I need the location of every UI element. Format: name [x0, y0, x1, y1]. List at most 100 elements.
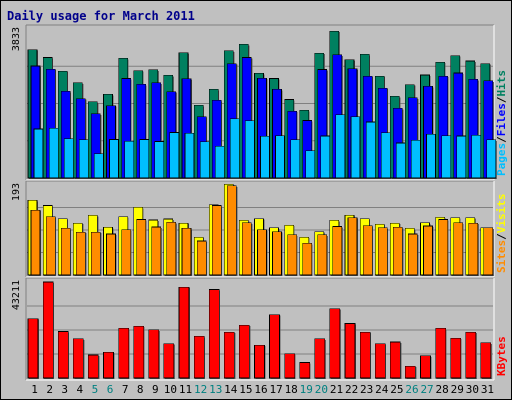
day-label-9: 9 [152, 383, 159, 396]
legend-kbytes: KBytes [495, 336, 508, 376]
bar-sites-day-18 [287, 234, 297, 276]
day-label-23: 23 [360, 383, 373, 396]
panel-kbytes [25, 277, 495, 381]
bar-pages-day-28 [441, 135, 451, 179]
day-label-28: 28 [436, 383, 449, 396]
bar-sites-day-26 [408, 233, 418, 276]
bar-kbytes-day-13 [208, 289, 220, 379]
bar-sites-day-20 [317, 234, 328, 276]
bar-kbytes-day-23 [359, 331, 371, 379]
day-label-4: 4 [77, 383, 84, 396]
bar-kbytes-day-29 [450, 337, 462, 379]
legend-hits-files-pages: Pages/Files/Hits [495, 70, 508, 176]
bar-sites-day-13 [211, 205, 222, 276]
bar-pages-day-1 [33, 128, 44, 179]
bar-pages-day-22 [350, 116, 361, 179]
bar-pages-day-5 [94, 153, 104, 179]
bar-pages-day-15 [245, 120, 255, 179]
bar-sites-day-21 [332, 226, 343, 276]
bar-sites-day-8 [136, 219, 146, 276]
bar-sites-day-1 [30, 209, 41, 276]
day-label-29: 29 [451, 383, 464, 396]
bar-sites-day-3 [60, 228, 71, 276]
bar-kbytes-day-26 [405, 365, 416, 379]
bar-kbytes-day-20 [314, 338, 326, 379]
legend-label: KBytes [495, 336, 508, 376]
day-label-3: 3 [61, 383, 68, 396]
bar-pages-day-23 [365, 121, 376, 179]
day-label-2: 2 [46, 383, 53, 396]
bar-sites-day-29 [453, 222, 464, 276]
day-label-5: 5 [92, 383, 99, 396]
day-label-21: 21 [330, 383, 343, 396]
day-label-22: 22 [345, 383, 358, 396]
day-label-24: 24 [375, 383, 389, 396]
day-label-14: 14 [224, 383, 238, 396]
bar-pages-day-27 [426, 133, 436, 179]
bar-pages-day-13 [214, 145, 225, 179]
bar-kbytes-day-4 [72, 338, 84, 379]
bar-kbytes-day-31 [480, 342, 492, 379]
bar-sites-day-25 [393, 227, 403, 276]
bar-sites-day-22 [347, 217, 358, 276]
bar-sites-day-24 [377, 227, 388, 276]
bar-kbytes-day-25 [390, 341, 401, 379]
bar-pages-day-29 [456, 135, 467, 179]
bar-sites-day-11 [181, 228, 192, 276]
bar-kbytes-day-19 [299, 362, 311, 379]
bar-kbytes-day-17 [269, 314, 280, 379]
legend-visits-sites: Sites/Visits [495, 194, 508, 274]
day-label-16: 16 [254, 383, 267, 396]
bar-pages-day-2 [48, 127, 59, 179]
day-label-30: 30 [466, 383, 479, 396]
day-label-6: 6 [107, 383, 114, 396]
bar-sites-day-19 [302, 242, 313, 276]
day-label-25: 25 [390, 383, 403, 396]
legend-label: / [495, 136, 508, 143]
chart-title: Daily usage for March 2011 [7, 9, 195, 23]
legend-label: Files [495, 103, 508, 136]
panel-visits-sites [25, 180, 495, 278]
bar-kbytes-day-16 [254, 344, 265, 379]
bar-kbytes-day-14 [223, 331, 235, 379]
bar-sites-day-7 [121, 229, 131, 276]
bar-kbytes-day-8 [133, 325, 144, 379]
bar-pages-day-16 [260, 136, 270, 179]
bar-sites-day-4 [75, 231, 86, 276]
bar-sites-day-6 [106, 233, 116, 276]
day-label-31: 31 [481, 383, 494, 396]
bar-pages-day-10 [169, 132, 180, 179]
day-label-10: 10 [164, 383, 177, 396]
bar-pages-day-14 [229, 118, 240, 179]
bar-kbytes-day-10 [163, 343, 175, 379]
bar-pages-day-30 [471, 134, 482, 179]
day-label-18: 18 [285, 383, 298, 396]
bar-sites-day-5 [91, 231, 101, 276]
bar-sites-day-12 [196, 240, 207, 276]
bar-sites-day-15 [242, 222, 252, 276]
bar-pages-day-20 [320, 135, 331, 179]
bar-kbytes-day-30 [465, 331, 477, 379]
bar-kbytes-day-24 [374, 343, 386, 379]
bar-kbytes-day-9 [148, 329, 160, 379]
bar-pages-day-4 [78, 139, 89, 179]
day-label-12: 12 [194, 383, 207, 396]
day-label-1: 1 [31, 383, 38, 396]
bar-kbytes-day-12 [193, 336, 205, 379]
day-label-17: 17 [269, 383, 282, 396]
legend-label: Hits [495, 70, 508, 97]
bar-kbytes-day-5 [88, 354, 99, 379]
bar-sites-day-9 [151, 226, 162, 276]
bar-pages-day-25 [396, 142, 406, 179]
bar-sites-day-14 [226, 185, 237, 276]
legend-label: / [495, 96, 508, 103]
ymax-label-visits-sites: 193 [11, 183, 22, 201]
bar-kbytes-day-27 [420, 355, 431, 379]
ymax-label-kbytes: 43211 [11, 280, 22, 310]
legend-label: Visits [495, 194, 508, 234]
bar-pages-day-26 [411, 139, 421, 179]
bar-sites-day-10 [166, 222, 177, 276]
bar-kbytes-day-21 [329, 308, 341, 379]
bar-pages-day-12 [199, 141, 210, 179]
